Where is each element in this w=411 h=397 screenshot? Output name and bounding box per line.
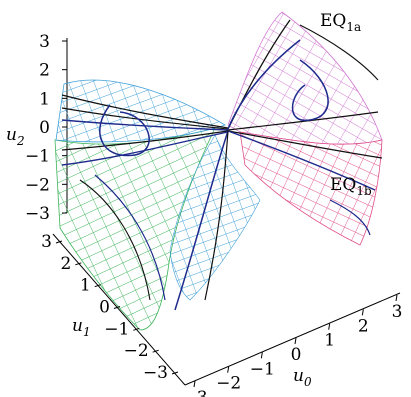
left-lobe-upper-mesh xyxy=(55,79,226,143)
u1-tick-label: 1 xyxy=(80,276,91,296)
right-lobe-lower-mesh xyxy=(239,131,383,246)
u1-tick-label: −3 xyxy=(143,363,168,383)
u1-axis-line xyxy=(52,233,186,386)
eq-1b-annotation: EQ1b xyxy=(330,175,372,198)
trajectory xyxy=(291,59,329,121)
u0-tick-label: −3 xyxy=(182,388,207,397)
u0-tick xyxy=(227,366,230,373)
trajectories xyxy=(61,19,383,311)
u1-tick-label: 3 xyxy=(41,232,52,252)
u1-tick-label: 0 xyxy=(99,298,110,318)
trajectory xyxy=(227,130,376,191)
trajectory xyxy=(79,179,151,301)
trajectory xyxy=(61,119,229,131)
u1-tick xyxy=(133,327,140,331)
u2-tick-label: 0 xyxy=(39,118,50,138)
u1-tick xyxy=(55,240,63,244)
u2-tick-label: −2 xyxy=(25,175,50,195)
trajectory xyxy=(174,130,229,311)
u2-ticks: −3 −2 −1 0 1 2 3 xyxy=(25,32,67,224)
u0-axis-label: u0 xyxy=(293,366,312,389)
u1-tick xyxy=(113,306,121,309)
trajectory xyxy=(299,24,379,81)
u0-tick xyxy=(260,352,263,359)
u2-tick-label: −3 xyxy=(25,204,50,224)
u0-tick-label: 2 xyxy=(358,316,369,336)
trajectory xyxy=(329,199,371,236)
trajectory xyxy=(99,104,150,157)
u2-tick-label: −1 xyxy=(25,147,50,167)
u0-tick xyxy=(294,337,297,345)
u1-tick xyxy=(152,349,159,353)
u1-tick-label: 2 xyxy=(61,254,72,274)
u0-tick xyxy=(193,380,196,388)
lower-throat-mesh xyxy=(169,134,261,301)
trajectory xyxy=(61,131,229,166)
u1-tick xyxy=(75,262,82,266)
u0-tick-label: 3 xyxy=(392,302,403,322)
u0-tick xyxy=(361,309,364,316)
saddle-surface xyxy=(54,11,383,331)
u0-tick xyxy=(328,323,331,330)
u0-tick-label: −1 xyxy=(250,359,275,379)
u1-axis-label: u1 xyxy=(72,316,91,339)
trajectory xyxy=(227,130,383,159)
trajectory xyxy=(204,130,229,301)
u2-tick-label: 3 xyxy=(39,32,50,52)
u0-tick xyxy=(395,294,398,302)
u2-tick-label: 2 xyxy=(39,61,50,81)
u2-axis-label: u2 xyxy=(6,125,25,148)
trajectory xyxy=(227,111,379,131)
u0-ticks: −3 −2 −1 0 1 2 3 xyxy=(182,294,403,397)
u1-tick xyxy=(171,371,179,375)
u0-tick-label: 0 xyxy=(291,345,302,365)
trajectory xyxy=(61,94,229,129)
u0-axis-line xyxy=(184,292,401,386)
u1-tick xyxy=(94,284,101,288)
trajectory xyxy=(227,39,301,130)
u2-tick-label: 1 xyxy=(39,89,50,109)
trajectory xyxy=(61,107,229,130)
u0-tick-label: −2 xyxy=(216,374,241,394)
u1-tick-label: −2 xyxy=(124,341,149,361)
u1-tick-label: −1 xyxy=(104,319,129,339)
eq-1a-annotation: EQ1a xyxy=(320,11,361,34)
trajectory xyxy=(94,174,166,301)
u0-tick-label: 1 xyxy=(324,331,335,351)
